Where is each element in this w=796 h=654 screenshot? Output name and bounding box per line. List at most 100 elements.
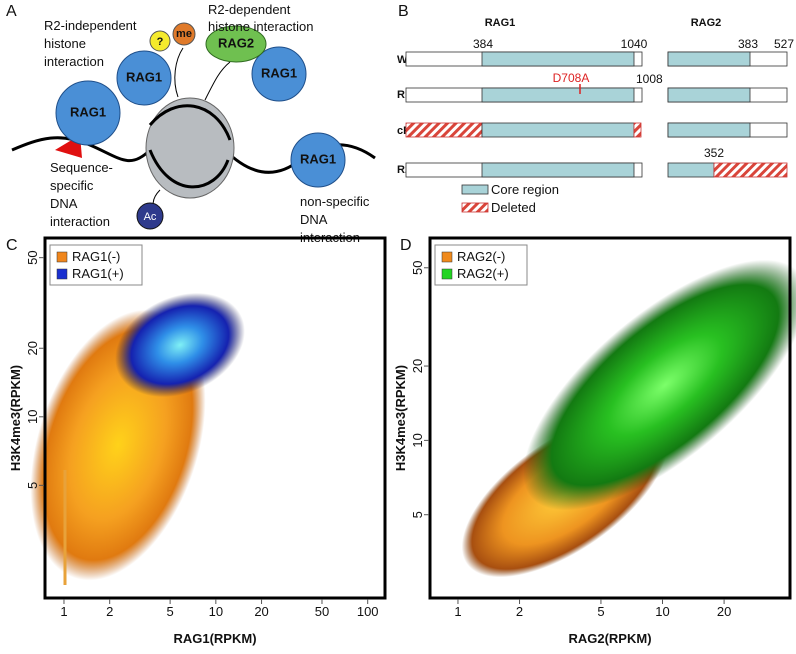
y-tick-label: 5 (25, 482, 40, 489)
legend-swatch (441, 251, 453, 263)
annotation: interaction (50, 214, 110, 229)
y-tick-label: 50 (410, 261, 425, 275)
position-label: 352 (704, 146, 724, 160)
y-tick-label: 50 (25, 250, 40, 264)
panel-label: C (6, 237, 18, 254)
core-region (481, 87, 635, 103)
panel-label: B (398, 3, 409, 20)
rag1-label: RAG1 (300, 151, 336, 166)
acetyl (136, 202, 164, 230)
rag1-label: RAG1 (261, 65, 297, 80)
x-tick-label: 5 (167, 604, 174, 619)
tail (151, 189, 161, 205)
x-axis-label: RAG1(RPKM) (173, 631, 256, 646)
legend-swatch (461, 202, 489, 213)
x-axis-label: RAG2(RPKM) (568, 631, 651, 646)
y-tick-label: 10 (25, 410, 40, 424)
legend-label: RAG2(+) (457, 266, 509, 281)
methyl (172, 22, 196, 46)
x-tick-label: 10 (655, 604, 669, 619)
deleted-region (405, 122, 483, 138)
density-clouds (30, 259, 796, 585)
plot-frame (43, 236, 387, 600)
legend-swatch (56, 268, 68, 280)
annotation: DNA (50, 196, 78, 211)
position-label: 1040 (621, 37, 648, 51)
methyl-label: me (176, 28, 192, 40)
position-label: 527 (774, 37, 794, 51)
core-region (667, 162, 715, 178)
position-label: 383 (738, 37, 758, 51)
plot-frame (428, 236, 792, 600)
legend-label: RAG1(-) (72, 249, 120, 264)
rag2 (205, 25, 267, 63)
annotation: histone interaction (208, 19, 314, 34)
x-tick-label: 20 (717, 604, 731, 619)
dna (148, 149, 230, 189)
legend-label: RAG1(+) (72, 266, 124, 281)
x-tick-label: 2 (106, 604, 113, 619)
legend-swatch (441, 268, 453, 280)
unknown-label: ? (157, 36, 164, 48)
panel-b: RAG1 RAG2 WT R1-D708A cR1 R2-ΔC 384 1040… (397, 17, 794, 215)
rag1-label: RAG1 (126, 69, 162, 84)
column-header: RAG2 (691, 17, 722, 29)
density-rag1-pos (115, 292, 245, 398)
x-tick-label: 100 (357, 604, 379, 619)
y-axis-label: H3K4me3(RPKM) (8, 365, 23, 471)
y-tick-label: 10 (410, 433, 425, 447)
annotation: Sequence- (50, 160, 113, 175)
x-tick-label: 50 (315, 604, 329, 619)
panel-label: A (6, 3, 17, 20)
x-tick-label: 1 (454, 604, 461, 619)
legend-label: Core region (491, 182, 559, 197)
dna (148, 104, 232, 141)
rag1 (290, 132, 346, 188)
annotation: R2-dependent (208, 2, 291, 17)
panel-a: RAG1 RAG1 RAG1 RAG1 RAG2 ? me Ac R2-inde… (11, 2, 376, 245)
core-region (481, 122, 635, 138)
rag1 (55, 80, 121, 146)
rag1 (251, 46, 307, 102)
x-tick-label: 5 (597, 604, 604, 619)
core-region (667, 51, 751, 67)
core-region (481, 162, 635, 178)
rag2-label: RAG2 (218, 35, 254, 50)
position-label: 384 (473, 37, 493, 51)
annotation: R2-independent (44, 18, 137, 33)
y-tick-label: 20 (410, 359, 425, 373)
legend-label: Deleted (491, 200, 536, 215)
core-region (667, 122, 751, 138)
y-tick-label: 5 (410, 511, 425, 518)
legend-swatch (461, 184, 489, 195)
rag1 (116, 50, 172, 106)
annotation: DNA (300, 212, 328, 227)
annotation: non-specific (300, 194, 370, 209)
legend-label: RAG2(-) (457, 249, 505, 264)
tail (204, 61, 231, 101)
acetyl-label: Ac (144, 211, 157, 223)
tail (174, 47, 184, 98)
x-tick-label: 10 (209, 604, 223, 619)
y-axis-label: H3K4me3(RPKM) (393, 365, 408, 471)
column-header: RAG1 (485, 17, 516, 29)
annotation: interaction (44, 54, 104, 69)
density-rag2-pos (523, 259, 796, 511)
deleted-region (633, 122, 642, 138)
deleted-region (713, 162, 788, 178)
nucleosome (145, 97, 235, 199)
unknown (149, 30, 171, 52)
y-tick-label: 20 (25, 341, 40, 355)
core-region (481, 51, 635, 67)
core-region (667, 87, 751, 103)
annotation: histone (44, 36, 86, 51)
x-tick-label: 2 (516, 604, 523, 619)
annotation: specific (50, 178, 94, 193)
legend-swatch (56, 251, 68, 263)
x-tick-label: 20 (254, 604, 268, 619)
position-label: 1008 (636, 72, 663, 86)
panel-label: D (400, 237, 412, 254)
x-tick-label: 1 (60, 604, 67, 619)
rag1-label: RAG1 (70, 104, 106, 119)
